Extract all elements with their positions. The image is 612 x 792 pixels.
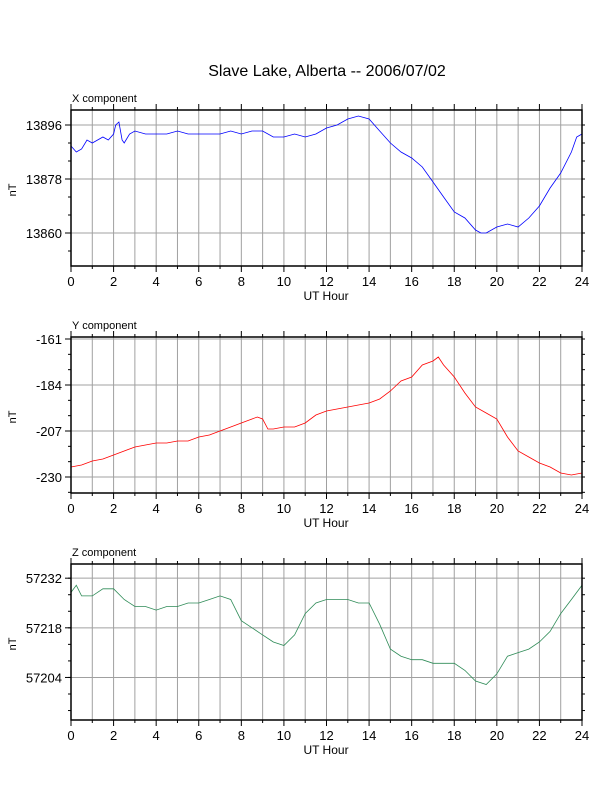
- x-tick-label: 0: [67, 728, 74, 743]
- data-line: [70, 356, 583, 476]
- y-tick-label: 57204: [26, 670, 62, 685]
- x-tick-label: 10: [277, 728, 291, 743]
- x-axis-label: UT Hour: [303, 743, 348, 757]
- x-tick-label: 18: [447, 501, 461, 516]
- x-tick-label: 20: [490, 728, 504, 743]
- y-axis-label: nT: [7, 637, 19, 650]
- y-axis-label: nT: [7, 183, 19, 196]
- y-tick-label: 13860: [26, 226, 62, 241]
- figure-title: Slave Lake, Alberta -- 2006/07/02: [208, 63, 446, 80]
- x-tick-label: 24: [575, 501, 589, 516]
- x-tick-label: 24: [575, 274, 589, 289]
- x-tick-label: 22: [532, 274, 546, 289]
- x-tick-label: 14: [362, 501, 376, 516]
- panel-title: X component: [72, 93, 137, 105]
- x-tick-label: 8: [238, 274, 245, 289]
- x-tick-label: 6: [195, 501, 202, 516]
- x-tick-label: 22: [532, 728, 546, 743]
- y-tick-label: 57218: [26, 621, 62, 636]
- y-tick-label: -230: [36, 470, 62, 485]
- x-tick-label: 20: [490, 501, 504, 516]
- x-tick-label: 18: [447, 728, 461, 743]
- data-line: [70, 115, 583, 234]
- x-axis-label: UT Hour: [303, 516, 348, 530]
- x-tick-label: 0: [67, 501, 74, 516]
- y-tick-label: -207: [36, 424, 62, 439]
- x-tick-label: 12: [319, 728, 333, 743]
- x-tick-label: 10: [277, 501, 291, 516]
- data-line: [70, 584, 583, 685]
- x-tick-label: 16: [404, 501, 418, 516]
- y-tick-label: -161: [36, 332, 62, 347]
- x-tick-label: 2: [110, 274, 117, 289]
- x-tick-label: 24: [575, 728, 589, 743]
- x-tick-label: 8: [238, 728, 245, 743]
- x-tick-label: 6: [195, 728, 202, 743]
- x-axis-label: UT Hour: [303, 289, 348, 303]
- x-tick-label: 4: [153, 728, 160, 743]
- y-tick-label: 13896: [26, 118, 62, 133]
- y-tick-label: -184: [36, 378, 62, 393]
- y-axis-label: nT: [7, 410, 19, 423]
- x-tick-label: 12: [319, 274, 333, 289]
- x-tick-label: 14: [362, 274, 376, 289]
- x-tick-label: 10: [277, 274, 291, 289]
- x-tick-label: 2: [110, 728, 117, 743]
- x-tick-label: 8: [238, 501, 245, 516]
- panel-title: Z component: [72, 547, 136, 559]
- x-tick-label: 14: [362, 728, 376, 743]
- x-tick-label: 4: [153, 501, 160, 516]
- x-tick-label: 12: [319, 501, 333, 516]
- y-tick-label: 13878: [26, 172, 62, 187]
- x-tick-label: 22: [532, 501, 546, 516]
- x-tick-label: 6: [195, 274, 202, 289]
- y-tick-label: 57232: [26, 571, 62, 586]
- panel-title: Y component: [72, 320, 137, 332]
- x-tick-label: 16: [404, 728, 418, 743]
- x-tick-label: 0: [67, 274, 74, 289]
- x-tick-label: 2: [110, 501, 117, 516]
- x-tick-label: 18: [447, 274, 461, 289]
- x-tick-label: 16: [404, 274, 418, 289]
- x-tick-label: 4: [153, 274, 160, 289]
- x-tick-label: 20: [490, 274, 504, 289]
